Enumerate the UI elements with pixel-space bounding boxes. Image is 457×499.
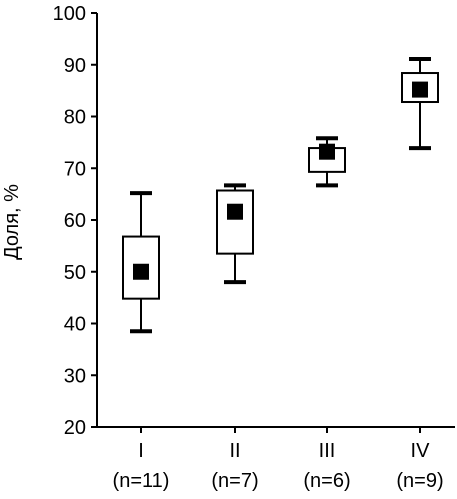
y-tick-label: 50 xyxy=(64,262,86,284)
y-tick-label: 40 xyxy=(64,314,86,336)
category-label: I xyxy=(138,440,144,462)
category-sample-size: (n=11) xyxy=(113,470,170,492)
category-label: II xyxy=(229,440,240,462)
y-tick-label: 60 xyxy=(64,210,86,232)
category-sample-size: (n=9) xyxy=(396,470,443,492)
iqr-box xyxy=(216,189,254,255)
y-tick-label: 90 xyxy=(64,55,86,77)
box-series xyxy=(122,57,439,433)
y-tick-label: 70 xyxy=(64,158,86,180)
category-label: III xyxy=(319,440,336,462)
category-label: IV xyxy=(411,440,431,462)
y-axis-title: Доля, % xyxy=(1,184,23,260)
y-tick-label: 30 xyxy=(64,365,86,387)
median-marker xyxy=(319,143,335,160)
category-sample-size: (n=6) xyxy=(303,470,350,492)
y-axis-ticks: 20 30 40 50 60 70 80 90 100 xyxy=(53,3,97,439)
y-tick-label: 20 xyxy=(64,417,86,439)
median-marker xyxy=(133,263,149,280)
median-marker xyxy=(227,203,243,220)
category-labels: I (n=11) II (n=7) III (n=6) IV (n=9) xyxy=(113,440,444,492)
median-marker xyxy=(412,81,428,98)
y-tick-label: 80 xyxy=(64,107,86,129)
y-tick-label: 100 xyxy=(53,3,86,25)
category-sample-size: (n=7) xyxy=(211,470,258,492)
